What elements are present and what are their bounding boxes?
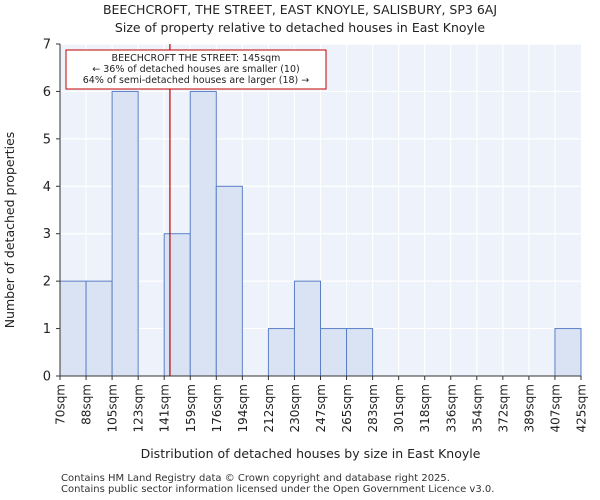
x-tick-label: 194sqm <box>236 384 250 432</box>
histogram-bar <box>85 280 113 377</box>
x-tick-label: 141sqm <box>158 384 172 432</box>
x-tick-label: 354sqm <box>470 384 484 432</box>
y-tick-label: 0 <box>43 370 51 385</box>
x-tick-label: 70sqm <box>54 384 68 425</box>
histogram-bar <box>293 280 322 377</box>
chart-title: Size of property relative to detached ho… <box>114 20 486 35</box>
x-tick-label: 407sqm <box>548 384 562 432</box>
y-tick-label: 4 <box>43 180 51 195</box>
y-tick-label: 5 <box>43 132 51 147</box>
histogram-bar <box>111 90 139 377</box>
x-tick-label: 425sqm <box>575 384 589 432</box>
histogram-bar <box>59 280 87 377</box>
x-tick-label: 265sqm <box>340 384 354 432</box>
annotation-title: BEECHCROFT THE STREET: 145sqm <box>112 53 281 64</box>
x-tick-label: 336sqm <box>444 384 458 432</box>
y-tick-label: 2 <box>43 275 51 290</box>
x-tick-label: 301sqm <box>392 384 406 432</box>
x-axis-title: Distribution of detached houses by size … <box>141 446 481 461</box>
x-tick-label: 159sqm <box>184 384 198 432</box>
annotation-smaller: ← 36% of detached houses are smaller (10… <box>92 64 299 75</box>
footer-copyright: Contains HM Land Registry data © Crown c… <box>61 473 450 484</box>
x-tick-label: 389sqm <box>522 384 536 432</box>
histogram-bar <box>267 328 295 377</box>
annotation-larger: 64% of semi-detached houses are larger (… <box>83 75 310 86</box>
histogram-bar <box>215 185 243 377</box>
annotation-box <box>65 49 327 90</box>
y-tick-label: 7 <box>43 38 51 53</box>
histogram-bar <box>554 328 582 377</box>
x-tick-label: 318sqm <box>418 384 432 432</box>
x-tick-label: 123sqm <box>132 384 146 432</box>
x-tick-label: 283sqm <box>366 384 380 432</box>
x-tick-label: 230sqm <box>288 384 302 432</box>
chart-title-address: BEECHCROFT, THE STREET, EAST KNOYLE, SAL… <box>102 2 498 17</box>
x-tick-label: 176sqm <box>210 384 224 432</box>
x-tick-label: 372sqm <box>496 384 510 432</box>
y-tick-label: 1 <box>43 322 51 337</box>
y-axis-title: Number of detached properties <box>2 132 17 329</box>
x-tick-label: 105sqm <box>106 384 120 432</box>
x-tick-label: 88sqm <box>80 384 94 425</box>
y-tick-label: 6 <box>43 85 51 100</box>
histogram-bar <box>163 233 191 377</box>
footer-licence: Contains public sector information licen… <box>61 484 495 495</box>
histogram-bar <box>189 90 217 377</box>
x-tick-label: 247sqm <box>314 384 328 432</box>
histogram-bar <box>346 328 374 377</box>
histogram-bar <box>320 328 348 377</box>
x-tick-label: 212sqm <box>262 384 276 432</box>
y-tick-label: 3 <box>43 227 51 242</box>
